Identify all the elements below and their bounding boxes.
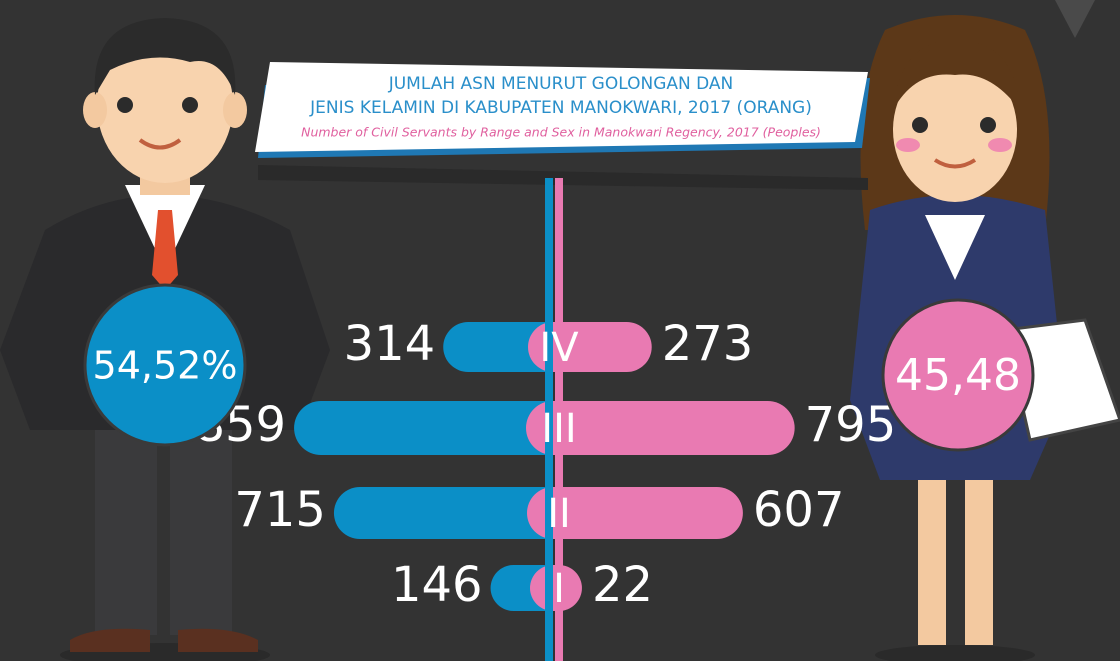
man-figure — [0, 18, 330, 661]
title-banner — [255, 62, 870, 190]
share-circle — [881, 298, 1035, 452]
bar — [527, 487, 743, 539]
data-label: 715 — [234, 482, 326, 538]
data-label: 273 — [662, 316, 754, 372]
center-line — [545, 178, 553, 661]
share-circle — [83, 283, 247, 447]
title: JUMLAH ASN MENURUT GOLONGAN DAN — [388, 74, 734, 94]
share-label: 45,48 — [895, 350, 1021, 401]
category-label: I — [553, 566, 565, 612]
data-label: 607 — [753, 482, 845, 538]
category-label: III — [541, 406, 576, 452]
category-label: II — [547, 491, 571, 537]
subtitle: Number of Civil Servants by Range and Se… — [301, 125, 821, 140]
title-line-2: JENIS KELAMIN DI KABUPATEN MANOKWARI, 20… — [309, 98, 812, 118]
corner-mark — [1055, 0, 1095, 38]
share-label: 54,52% — [93, 344, 238, 388]
bar — [333, 487, 579, 539]
data-label: 22 — [592, 557, 653, 613]
data-label: 795 — [805, 397, 897, 453]
bar — [526, 401, 795, 455]
center-line — [555, 178, 563, 661]
data-label: 146 — [391, 557, 483, 613]
data-label: 314 — [344, 316, 436, 372]
category-label: IV — [539, 325, 579, 371]
bar — [294, 401, 580, 455]
